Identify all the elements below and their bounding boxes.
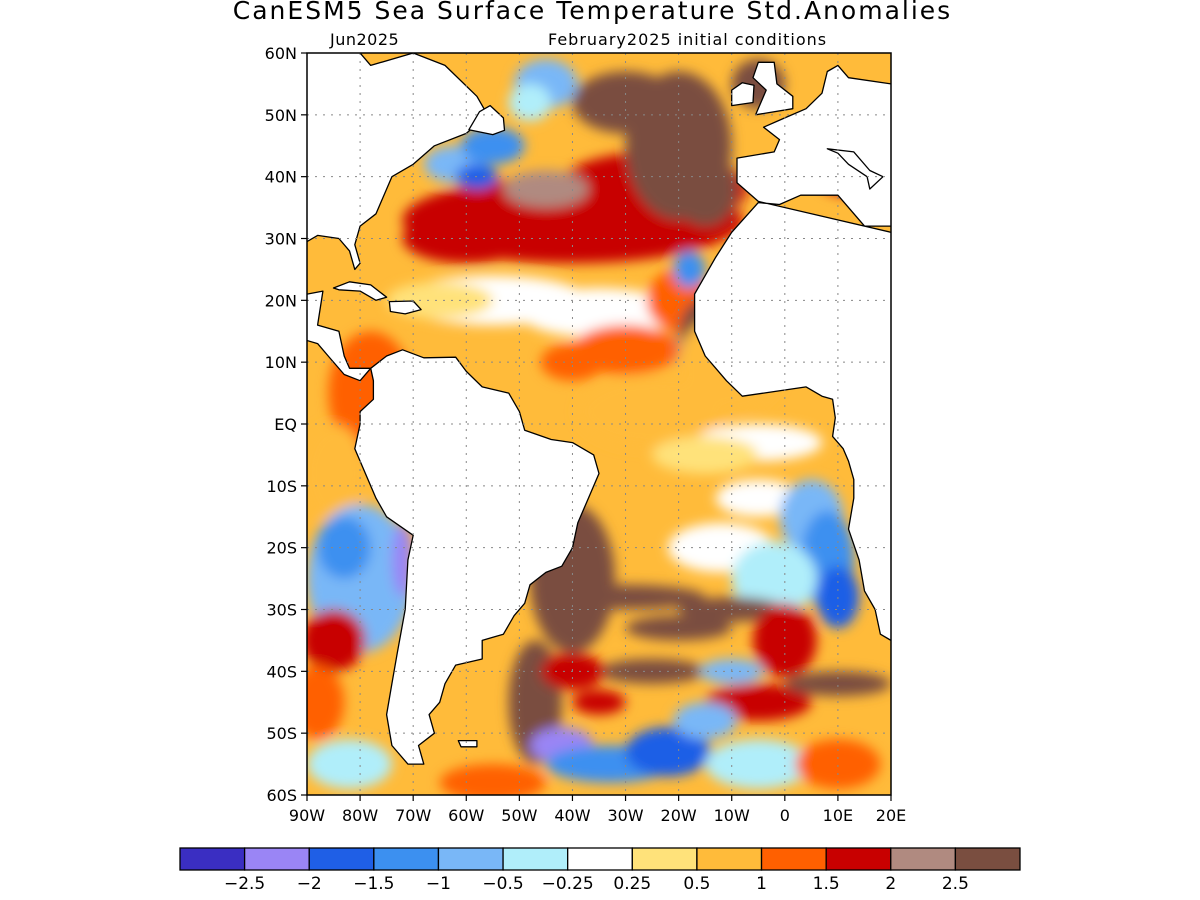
- anomaly-blob: [625, 615, 732, 641]
- lon-tick-label: 70W: [395, 806, 431, 825]
- anomaly-blob: [784, 671, 891, 697]
- lat-tick-label: 20S: [266, 539, 297, 558]
- lat-tick-label: 10S: [266, 477, 297, 496]
- colorbar-swatch: [631, 847, 698, 871]
- anomaly-blob: [519, 287, 679, 338]
- anomaly-blob: [625, 726, 711, 777]
- lat-tick-label: 60N: [265, 44, 297, 63]
- colorbar-label: −2.5: [224, 874, 265, 894]
- africa-europe-land: [693, 64, 891, 642]
- lon-tick-label: 80W: [342, 806, 378, 825]
- colorbar-swatch: [696, 847, 763, 871]
- great-britain-land: [752, 61, 794, 116]
- forecast-month-label: Jun2025: [330, 30, 400, 49]
- colorbar-label: 0.5: [683, 874, 710, 894]
- map-axes: 60N 50N 40N 30N 20N 10N EQ 10S 20S 30S 40S 50S 60S90…: [265, 44, 907, 825]
- lon-tick-label: 10W: [714, 806, 750, 825]
- anomaly-blob: [752, 603, 817, 678]
- lon-tick-label: 30W: [607, 806, 643, 825]
- lon-tick-label: 10E: [823, 806, 853, 825]
- anomaly-blob: [731, 541, 817, 616]
- colorbar-label: 2: [885, 874, 896, 894]
- anomaly-blob: [652, 436, 759, 474]
- colorbar-swatch: [890, 847, 957, 871]
- anomaly-blob: [439, 764, 546, 795]
- colorbar-label: −1: [426, 874, 451, 894]
- land-masses: [307, 53, 891, 765]
- cuba-land: [332, 281, 388, 301]
- lon-tick-label: 60W: [448, 806, 484, 825]
- lat-tick-label: 40N: [265, 168, 297, 187]
- lat-tick-label: 10N: [265, 353, 297, 372]
- lat-tick-label: 50N: [265, 106, 297, 125]
- lon-tick-label: 20E: [876, 806, 906, 825]
- colorbar-label: −0.5: [482, 874, 523, 894]
- anomaly-blob: [503, 170, 589, 208]
- anomaly-blob: [673, 250, 706, 288]
- colorbar-swatch: [502, 847, 569, 871]
- newfoundland-land: [468, 104, 506, 136]
- colorbar-label: 1: [756, 874, 767, 894]
- anomaly-blob: [577, 374, 727, 449]
- italy-land: [826, 148, 884, 190]
- colorbar-label: −2: [297, 874, 322, 894]
- colorbar-label: 1.5: [813, 874, 840, 894]
- lat-tick-label: 40S: [266, 662, 297, 681]
- anomaly-blob: [673, 151, 738, 227]
- colorbar-swatch: [179, 847, 246, 871]
- graticule: [307, 53, 891, 795]
- anomaly-blob: [715, 479, 801, 517]
- lon-tick-label: 20W: [661, 806, 697, 825]
- anomaly-blob: [307, 665, 345, 740]
- anomaly-blob: [673, 702, 738, 740]
- colorbar-swatch: [437, 847, 504, 871]
- anomaly-blob: [572, 689, 626, 715]
- colorbar-label: 2.5: [942, 874, 969, 894]
- colorbar-swatch: [373, 847, 440, 871]
- colorbar-label: −0.25: [542, 874, 594, 894]
- colorbar-label: −1.5: [353, 874, 394, 894]
- lat-tick-label: 30N: [265, 230, 297, 249]
- anomaly-blob: [307, 424, 366, 523]
- anomaly-blob: [307, 739, 392, 789]
- lat-tick-label: EQ: [274, 415, 297, 434]
- anomaly-blob: [508, 83, 552, 122]
- colorbar-swatch: [567, 847, 633, 871]
- colorbar-swatch: [243, 847, 310, 871]
- lon-tick-label: 50W: [501, 806, 537, 825]
- initial-conditions-label: February2025 initial conditions: [548, 30, 828, 49]
- colorbar-swatch: [825, 847, 892, 871]
- lon-tick-label: 40W: [554, 806, 590, 825]
- falklands-land: [457, 739, 478, 748]
- lon-tick-label: 90W: [289, 806, 325, 825]
- lat-tick-label: 30S: [266, 601, 297, 620]
- anomaly-blob: [460, 127, 525, 165]
- lat-tick-label: 20N: [265, 291, 297, 310]
- colorbar: −2.5 −2 −1.5 −1 −0.5 −0.25 0.25 0.5 1 1.5 2 2.5: [179, 847, 1021, 894]
- lon-tick-label: 0: [780, 806, 790, 825]
- lat-tick-label: 50S: [266, 724, 297, 743]
- ireland-land: [731, 82, 755, 107]
- anomaly-blob: [795, 739, 881, 789]
- lat-tick-label: 60S: [266, 786, 297, 805]
- colorbar-swatch: [308, 847, 375, 871]
- chart-title: CanESM5 Sea Surface Temperature Std.Anom…: [232, 0, 953, 25]
- south-america-land: [354, 349, 600, 765]
- anomaly-blob: [317, 516, 371, 579]
- colorbar-swatch: [954, 847, 1021, 871]
- anomaly-blob: [307, 609, 366, 672]
- colorbar-label: 0.25: [613, 874, 651, 894]
- colorbar-swatch: [760, 847, 827, 871]
- anomaly-blob: [705, 739, 812, 789]
